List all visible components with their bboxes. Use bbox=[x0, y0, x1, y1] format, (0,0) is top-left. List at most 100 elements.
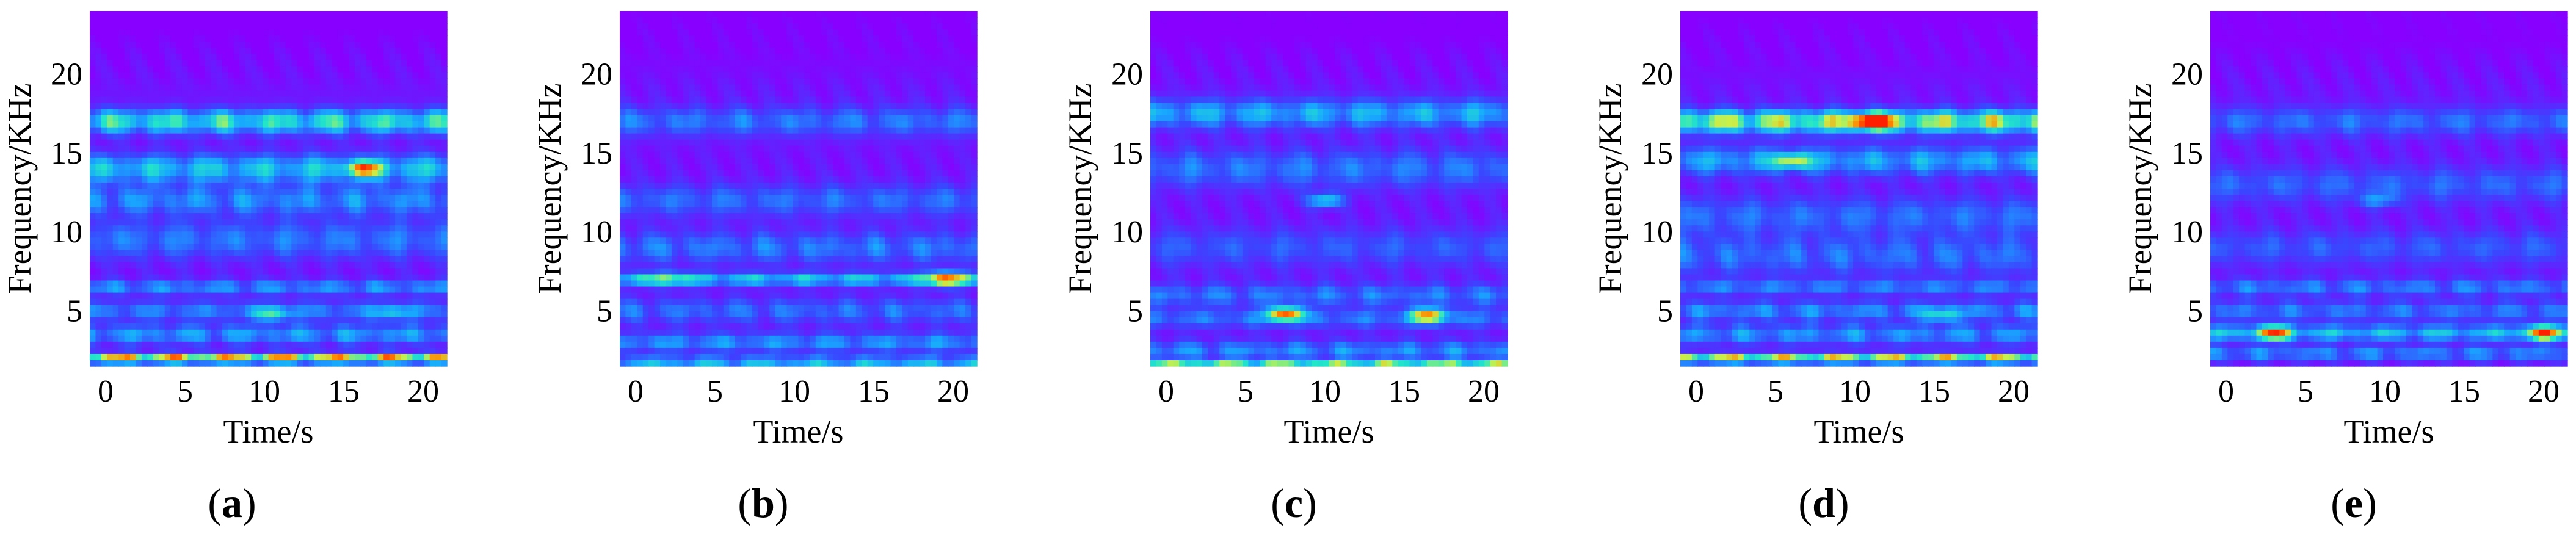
heatmap-cell bbox=[810, 115, 816, 122]
heatmap-cell bbox=[343, 207, 350, 214]
heatmap-cell bbox=[389, 78, 396, 85]
heatmap-cell bbox=[723, 11, 730, 18]
heatmap-cell bbox=[735, 115, 741, 122]
heatmap-cell bbox=[332, 78, 338, 85]
heatmap-cell bbox=[291, 133, 298, 140]
heatmap-cell bbox=[936, 48, 943, 54]
heatmap-cell bbox=[205, 250, 211, 257]
heatmap-cell bbox=[429, 17, 436, 24]
heatmap-cell bbox=[855, 35, 862, 42]
heatmap-cell bbox=[786, 35, 793, 42]
heatmap-cell bbox=[942, 48, 949, 54]
heatmap-cell bbox=[124, 157, 131, 165]
heatmap-cell bbox=[389, 195, 396, 201]
heatmap-cell bbox=[372, 213, 379, 220]
heatmap-cell bbox=[965, 84, 972, 92]
heatmap-cell bbox=[844, 84, 851, 92]
heatmap-cell bbox=[429, 72, 436, 79]
heatmap-cell bbox=[320, 256, 327, 263]
heatmap-cell bbox=[815, 17, 822, 24]
heatmap-cell bbox=[245, 182, 252, 189]
heatmap-cell bbox=[337, 353, 344, 361]
heatmap-cell bbox=[741, 121, 747, 128]
heatmap-cell bbox=[280, 139, 286, 146]
heatmap-cell bbox=[793, 115, 799, 122]
heatmap-cell bbox=[101, 244, 108, 251]
heatmap-cell bbox=[372, 268, 379, 275]
heatmap-cell bbox=[176, 17, 183, 24]
heatmap-cell bbox=[907, 35, 914, 42]
heatmap-cell bbox=[862, 78, 868, 85]
heatmap-cell bbox=[902, 54, 909, 60]
heatmap-cell bbox=[919, 23, 926, 30]
heatmap-cell bbox=[245, 329, 252, 336]
heatmap-cell bbox=[959, 115, 966, 122]
heatmap-cell bbox=[101, 225, 108, 232]
heatmap-cell bbox=[723, 139, 730, 146]
heatmap-cell bbox=[176, 231, 183, 238]
heatmap-cell bbox=[412, 286, 419, 294]
heatmap-cell bbox=[136, 329, 142, 336]
heatmap-cell bbox=[147, 298, 154, 306]
heatmap-cell bbox=[107, 262, 114, 269]
heatmap-cell bbox=[130, 60, 137, 67]
heatmap-cell bbox=[325, 323, 332, 330]
heatmap-cell bbox=[769, 17, 776, 24]
heatmap-cell bbox=[176, 225, 183, 232]
y-tick-label: 5 bbox=[67, 294, 82, 329]
heatmap-cell bbox=[418, 360, 424, 367]
heatmap-cell bbox=[931, 54, 937, 60]
heatmap-cell bbox=[435, 335, 442, 342]
heatmap-cell bbox=[112, 298, 119, 306]
heatmap-cell bbox=[164, 207, 171, 214]
heatmap-cell bbox=[401, 29, 407, 36]
heatmap-cell bbox=[366, 133, 373, 140]
heatmap-cell bbox=[263, 127, 269, 134]
heatmap-cell bbox=[360, 237, 367, 245]
heatmap-cell bbox=[913, 133, 920, 140]
heatmap-cell bbox=[153, 317, 159, 324]
heatmap-cell bbox=[136, 225, 142, 232]
heatmap-cell bbox=[314, 207, 321, 214]
heatmap-cell bbox=[112, 237, 119, 245]
heatmap-cell bbox=[263, 23, 269, 30]
heatmap-cell bbox=[648, 60, 655, 67]
heatmap-cell bbox=[332, 298, 338, 306]
heatmap-cell bbox=[827, 139, 833, 146]
heatmap-cell bbox=[285, 286, 292, 294]
heatmap-cell bbox=[885, 133, 891, 140]
heatmap-cell bbox=[798, 84, 805, 92]
heatmap-cell bbox=[303, 139, 310, 146]
heatmap-cell bbox=[337, 360, 344, 367]
heatmap-cell bbox=[274, 298, 281, 306]
heatmap-cell bbox=[746, 109, 753, 116]
heatmap-cell bbox=[954, 66, 960, 73]
heatmap-cell bbox=[833, 121, 840, 128]
heatmap-cell bbox=[187, 42, 194, 48]
heatmap-cell bbox=[435, 133, 442, 140]
heatmap-cell bbox=[631, 139, 638, 146]
heatmap-cell bbox=[383, 29, 390, 36]
heatmap-cell bbox=[222, 54, 229, 60]
heatmap-cell bbox=[320, 195, 327, 201]
heatmap-cell bbox=[620, 127, 626, 134]
heatmap-cell bbox=[429, 353, 436, 361]
heatmap-cell bbox=[239, 335, 246, 342]
heatmap-cell bbox=[758, 11, 764, 18]
heatmap-cell bbox=[153, 35, 159, 42]
heatmap-cell bbox=[735, 29, 741, 36]
heatmap-cell bbox=[303, 335, 310, 342]
heatmap-cell bbox=[274, 231, 281, 238]
heatmap-cell bbox=[401, 66, 407, 73]
heatmap-cell bbox=[758, 78, 764, 85]
heatmap-cell bbox=[890, 133, 897, 140]
heatmap-cell bbox=[124, 170, 131, 177]
heatmap-cell bbox=[654, 48, 661, 54]
heatmap-cell bbox=[689, 35, 695, 42]
heatmap-cell bbox=[245, 298, 252, 306]
heatmap-cell bbox=[377, 225, 384, 232]
heatmap-cell bbox=[216, 170, 223, 177]
heatmap-cell bbox=[205, 90, 211, 98]
heatmap-cell bbox=[280, 250, 286, 257]
heatmap-cell bbox=[101, 305, 108, 312]
